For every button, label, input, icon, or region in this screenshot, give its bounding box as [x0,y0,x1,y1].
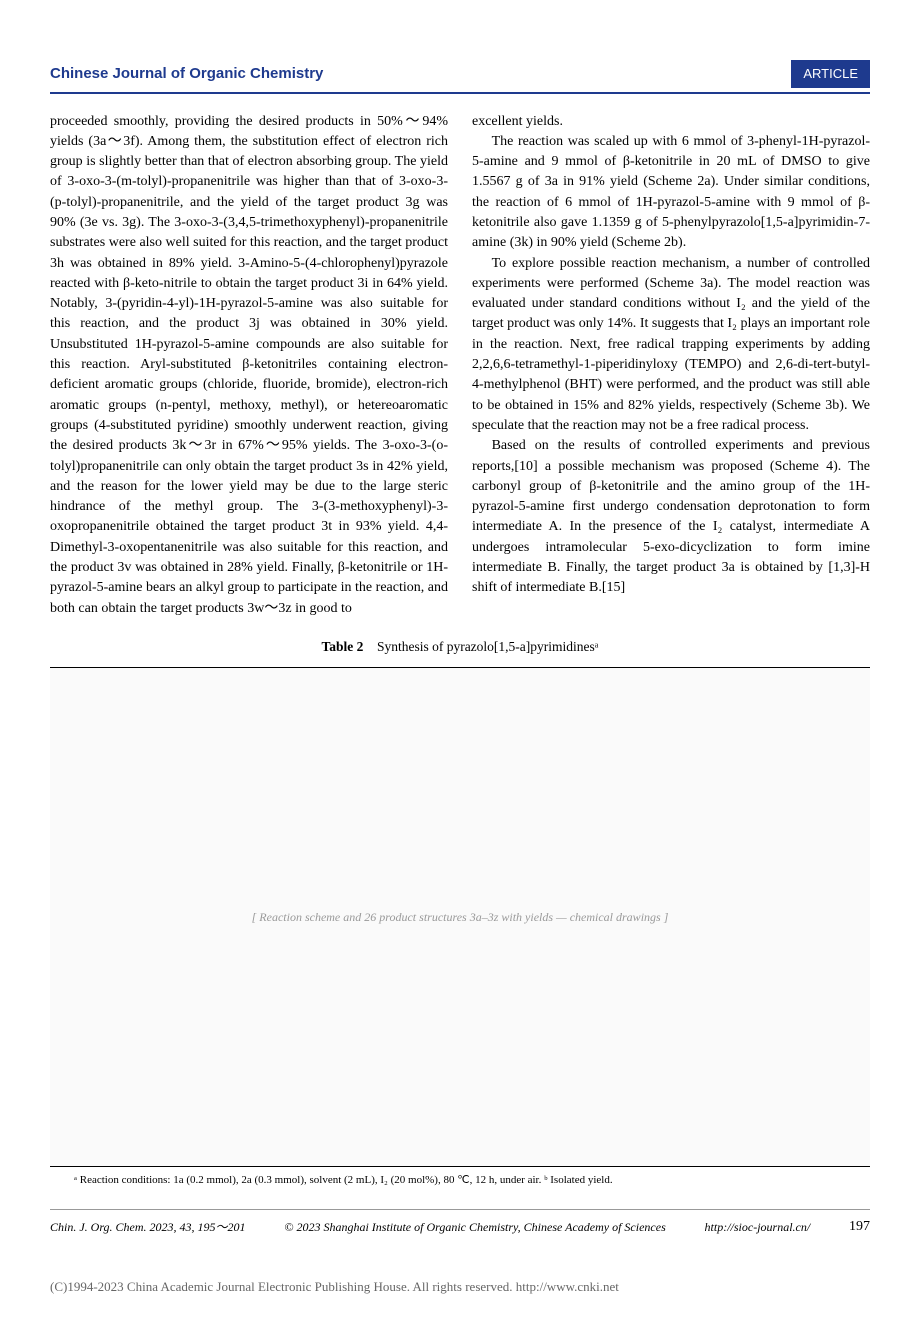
paragraph-4: To explore possible reaction mechanism, … [472,254,870,437]
table2-scheme: [ Reaction scheme and 26 product structu… [50,667,870,1167]
paragraph-3: The reaction was scaled up with 6 mmol o… [472,132,870,254]
table2-footnote: ᵃ Reaction conditions: 1a (0.2 mmol), 2a… [50,1173,870,1187]
paragraph-1: proceeded smoothly, providing the desire… [50,112,448,619]
footer-copyright: © 2023 Shanghai Institute of Organic Che… [284,1218,665,1236]
footer-url: http://sioc-journal.cn/ [705,1218,811,1236]
page-footer: Chin. J. Org. Chem. 2023, 43, 195～201 © … [50,1209,870,1237]
page-number: 197 [849,1216,870,1237]
journal-title: Chinese Journal of Organic Chemistry [50,63,323,86]
table2-title: Synthesis of pyrazolo[1,5-a]pyrimidinesᵃ [377,639,599,654]
table2-caption: Table 2 Synthesis of pyrazolo[1,5-a]pyri… [50,637,870,657]
paragraph-2: excellent yields. [472,112,870,132]
footer-citation: Chin. J. Org. Chem. 2023, 43, 195～201 [50,1218,246,1236]
table2-label: Table 2 [322,639,364,654]
scheme-placeholder-text: [ Reaction scheme and 26 product structu… [252,908,669,926]
cnki-notice: (C)1994-2023 China Academic Journal Elec… [50,1277,870,1297]
body-columns: proceeded smoothly, providing the desire… [50,112,870,619]
page-header: Chinese Journal of Organic Chemistry ART… [50,60,870,94]
article-badge: ARTICLE [791,60,870,88]
paragraph-5: Based on the results of controlled exper… [472,436,870,598]
